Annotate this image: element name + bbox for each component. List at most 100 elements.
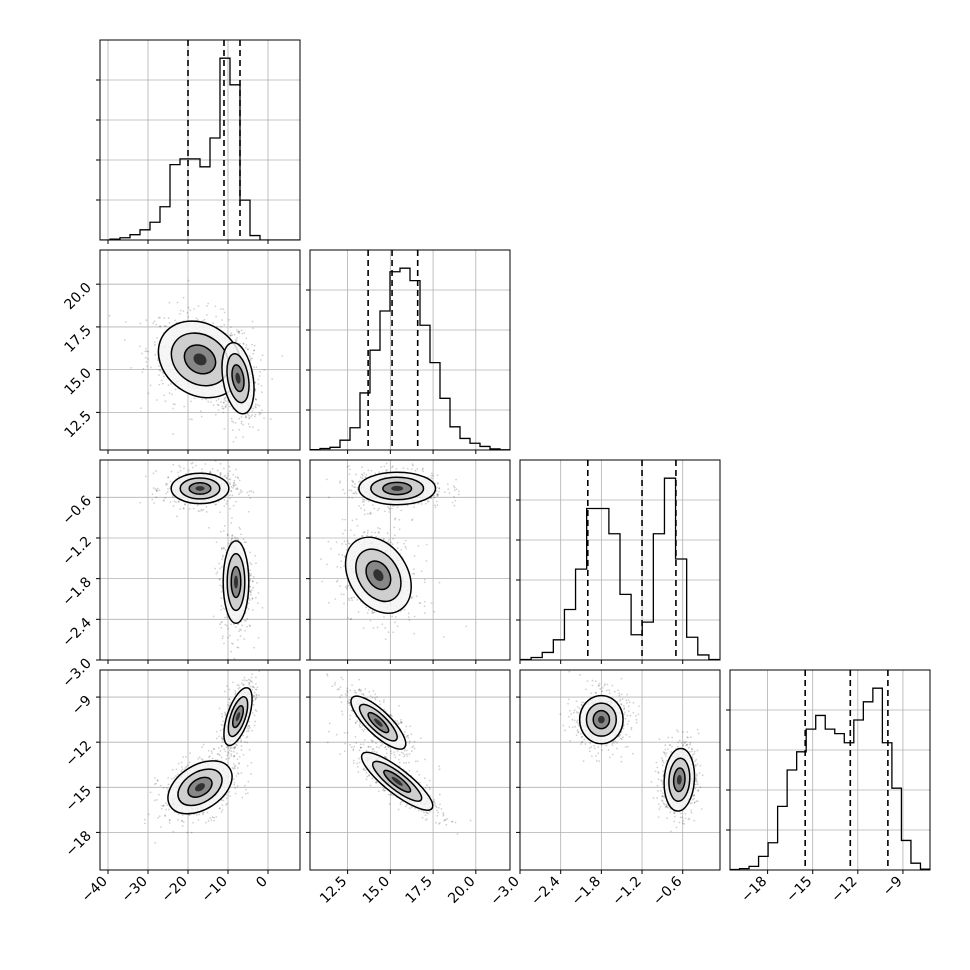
sample-point bbox=[235, 743, 238, 746]
sample-point bbox=[165, 482, 168, 485]
sample-point bbox=[403, 754, 406, 756]
sample-point bbox=[248, 625, 251, 627]
sample-point bbox=[222, 407, 225, 410]
sample-point bbox=[358, 505, 361, 507]
sample-point bbox=[255, 697, 258, 699]
sample-point bbox=[253, 691, 256, 694]
sample-point bbox=[347, 700, 349, 703]
sample-point bbox=[250, 589, 253, 592]
sample-point bbox=[217, 404, 220, 407]
sample-point bbox=[219, 475, 222, 477]
sample-point bbox=[247, 730, 250, 732]
sample-point bbox=[448, 492, 451, 495]
sample-point bbox=[224, 474, 227, 477]
sample-point bbox=[219, 729, 222, 732]
sample-point bbox=[223, 467, 225, 470]
y-tick-label: 20.0 bbox=[61, 280, 94, 313]
sample-point bbox=[232, 643, 235, 645]
density-contour bbox=[222, 540, 250, 625]
sample-point bbox=[336, 579, 339, 582]
sample-point bbox=[455, 488, 458, 491]
sample-point bbox=[252, 694, 255, 697]
sample-point bbox=[409, 725, 412, 728]
sample-point bbox=[392, 505, 395, 508]
sample-point bbox=[377, 531, 380, 533]
sample-point bbox=[248, 683, 251, 686]
sample-point bbox=[219, 511, 221, 514]
sample-point bbox=[366, 513, 369, 515]
sample-point bbox=[356, 524, 359, 527]
sample-point bbox=[219, 623, 221, 626]
sample-point bbox=[408, 619, 411, 622]
sample-point bbox=[388, 508, 391, 511]
sample-point bbox=[151, 493, 154, 496]
sample-point bbox=[250, 563, 253, 566]
sample-point bbox=[362, 504, 365, 506]
sample-point bbox=[361, 466, 364, 469]
sample-point bbox=[143, 822, 146, 825]
sample-point bbox=[224, 548, 227, 551]
sample-point bbox=[168, 821, 171, 824]
sample-point bbox=[413, 555, 416, 557]
sample-point bbox=[152, 487, 155, 489]
sample-point bbox=[190, 400, 192, 403]
sample-point bbox=[177, 475, 180, 478]
sample-point bbox=[224, 608, 226, 611]
sample-point bbox=[152, 322, 155, 325]
sample-point bbox=[248, 724, 251, 727]
sample-point bbox=[247, 608, 250, 610]
sample-point bbox=[378, 507, 380, 510]
panel-3-0: −40 −30 −20 −10 0−18−15−12−9 bbox=[63, 669, 301, 906]
sample-point bbox=[248, 748, 251, 751]
sample-point bbox=[189, 752, 191, 755]
density-contour bbox=[365, 560, 392, 591]
sample-point bbox=[251, 608, 254, 611]
sample-point bbox=[433, 496, 436, 499]
sample-point bbox=[434, 506, 437, 509]
sample-point bbox=[361, 728, 363, 731]
sample-point bbox=[249, 679, 251, 682]
sample-point bbox=[357, 481, 360, 483]
sample-point bbox=[245, 346, 247, 349]
sample-point bbox=[219, 472, 222, 474]
sample-point bbox=[403, 755, 406, 758]
sample-point bbox=[210, 819, 213, 822]
sample-point bbox=[187, 279, 190, 282]
sample-point bbox=[175, 501, 177, 504]
sample-point bbox=[235, 339, 238, 342]
sample-point bbox=[254, 405, 257, 408]
sample-point bbox=[352, 492, 355, 495]
sample-point bbox=[142, 367, 145, 370]
sample-point bbox=[215, 572, 218, 575]
sample-point bbox=[320, 558, 322, 561]
sample-point bbox=[163, 499, 165, 501]
density-contour bbox=[227, 696, 249, 738]
sample-point bbox=[227, 627, 230, 630]
sample-point bbox=[183, 467, 185, 470]
panel-0-0 bbox=[96, 39, 301, 244]
sample-point bbox=[246, 741, 249, 744]
sample-point bbox=[253, 349, 255, 352]
sample-point bbox=[165, 325, 168, 328]
sample-point bbox=[430, 661, 432, 663]
sample-point bbox=[167, 317, 170, 319]
sample-point bbox=[366, 529, 369, 532]
sample-point bbox=[192, 507, 195, 510]
sample-point bbox=[388, 511, 391, 513]
sample-point bbox=[163, 325, 166, 327]
sample-point bbox=[246, 726, 249, 729]
sample-point bbox=[233, 536, 236, 539]
sample-point bbox=[197, 318, 199, 321]
sample-point bbox=[369, 619, 372, 622]
sample-point bbox=[433, 610, 436, 613]
sample-point bbox=[367, 500, 370, 503]
sample-point bbox=[172, 403, 175, 405]
sample-point bbox=[253, 695, 255, 698]
sample-point bbox=[230, 753, 233, 756]
sample-point bbox=[408, 740, 411, 743]
sample-point bbox=[334, 598, 337, 601]
sample-point bbox=[447, 488, 450, 491]
density-contour bbox=[231, 705, 245, 729]
sample-point bbox=[222, 555, 224, 558]
